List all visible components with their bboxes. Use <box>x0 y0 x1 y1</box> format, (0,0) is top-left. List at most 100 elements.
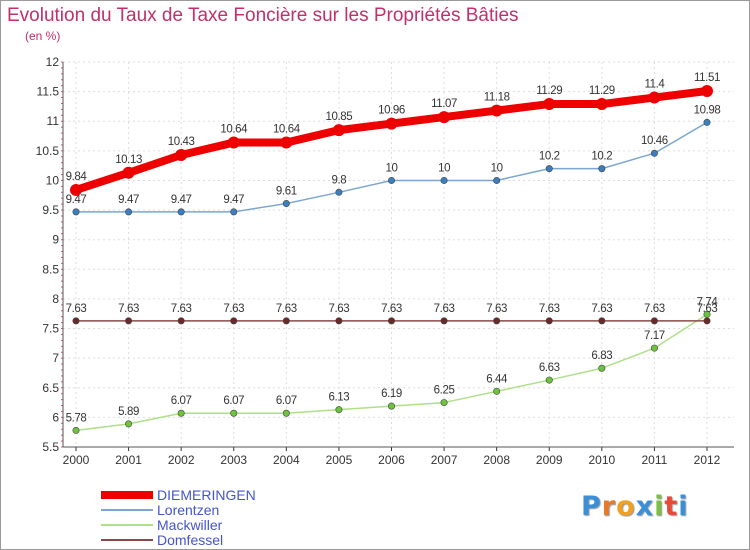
data-label-lorentzen: 9.47 <box>171 194 192 206</box>
data-label-lorentzen: 9.8 <box>332 174 347 186</box>
data-label-lorentzen: 9.47 <box>66 194 87 206</box>
legend-swatch-lorentzen <box>101 508 153 511</box>
x-tick-label: 2009 <box>536 453 563 467</box>
y-tick-label: 8 <box>52 292 59 306</box>
data-point-diemeringen <box>332 124 345 137</box>
data-label-mackwiller: 7.74 <box>697 296 719 308</box>
data-label-domfessel: 7.63 <box>66 303 87 315</box>
data-point-diemeringen <box>490 104 503 117</box>
data-point-diemeringen <box>280 136 293 149</box>
data-label-diemeringen: 9.84 <box>66 171 88 183</box>
data-point-lorentzen <box>598 165 606 173</box>
data-label-domfessel: 7.63 <box>381 303 402 315</box>
x-tick-label: 2003 <box>220 453 247 467</box>
data-point-domfessel <box>177 317 185 325</box>
data-label-domfessel: 7.63 <box>223 303 244 315</box>
data-point-domfessel <box>703 317 711 325</box>
data-point-diemeringen <box>227 136 240 149</box>
data-label-mackwiller: 5.89 <box>118 406 139 418</box>
data-label-mackwiller: 6.07 <box>276 395 297 407</box>
data-label-diemeringen: 11.07 <box>431 98 457 110</box>
y-tick-label: 6.5 <box>42 381 59 395</box>
data-label-mackwiller: 6.07 <box>171 395 192 407</box>
data-label-lorentzen: 10 <box>438 162 450 174</box>
legend-label-domfessel: Domfessel <box>157 531 224 548</box>
x-tick-label: 2002 <box>168 453 195 467</box>
data-label-diemeringen: 10.85 <box>326 111 353 123</box>
data-point-domfessel <box>125 317 133 325</box>
data-label-domfessel: 7.63 <box>644 303 665 315</box>
y-tick-label: 9 <box>52 233 59 247</box>
data-label-domfessel: 7.63 <box>486 303 507 315</box>
data-label-domfessel: 7.63 <box>118 303 139 315</box>
data-label-diemeringen: 11.51 <box>694 72 720 84</box>
x-tick-label: 2011 <box>642 453 668 467</box>
data-point-mackwiller <box>545 376 553 384</box>
data-label-mackwiller: 6.63 <box>539 362 560 374</box>
y-tick-label: 12 <box>46 55 60 69</box>
data-label-domfessel: 7.63 <box>539 303 560 315</box>
legend-swatch-mackwiller <box>101 523 153 526</box>
x-tick-label: 2007 <box>431 453 458 467</box>
data-label-lorentzen: 10.98 <box>694 104 721 116</box>
data-point-mackwiller <box>387 402 395 410</box>
data-point-lorentzen <box>703 118 711 126</box>
x-tick-label: 2000 <box>63 453 90 467</box>
data-label-domfessel: 7.63 <box>591 303 612 315</box>
legend-label-lorentzen: Lorentzen <box>157 501 220 518</box>
data-point-domfessel <box>335 317 343 325</box>
x-tick-label: 2006 <box>378 453 405 467</box>
data-point-diemeringen <box>595 98 608 111</box>
y-axis-unit-label: (en %) <box>25 29 61 43</box>
x-tick-label: 2004 <box>273 453 300 467</box>
data-point-diemeringen <box>648 91 661 104</box>
data-point-domfessel <box>387 317 395 325</box>
y-tick-label: 8.5 <box>42 262 59 276</box>
data-label-diemeringen: 11.29 <box>589 85 615 97</box>
data-point-mackwiller <box>598 364 606 372</box>
data-point-lorentzen <box>335 188 343 196</box>
data-label-lorentzen: 9.61 <box>276 186 297 198</box>
y-tick-label: 10 <box>46 173 60 187</box>
x-tick-label: 2012 <box>694 453 721 467</box>
data-point-mackwiller <box>335 406 343 414</box>
data-label-mackwiller: 6.25 <box>434 385 455 397</box>
y-tick-label: 11 <box>47 114 60 128</box>
data-point-mackwiller <box>177 409 185 417</box>
data-label-diemeringen: 10.96 <box>378 105 405 117</box>
data-point-mackwiller <box>440 399 448 407</box>
data-label-lorentzen: 10.2 <box>539 151 560 163</box>
data-label-mackwiller: 7.17 <box>644 330 665 342</box>
legend-item-domfessel: Domfessel <box>101 531 256 548</box>
data-point-lorentzen <box>493 176 501 184</box>
data-point-domfessel <box>545 317 553 325</box>
legend-label-mackwiller: Mackwiller <box>157 516 223 533</box>
y-tick-label: 5.5 <box>42 440 59 454</box>
proxiti-logo: Proxiti <box>581 491 689 522</box>
data-label-domfessel: 7.63 <box>434 303 455 315</box>
data-point-diemeringen <box>543 98 556 111</box>
x-tick-label: 2001 <box>115 453 142 467</box>
data-point-lorentzen <box>125 208 133 216</box>
data-label-mackwiller: 6.83 <box>591 350 612 362</box>
data-label-domfessel: 7.63 <box>697 303 718 315</box>
data-label-diemeringen: 10.13 <box>115 154 142 166</box>
data-point-lorentzen <box>72 208 80 216</box>
y-tick-label: 9.5 <box>42 203 59 217</box>
data-label-lorentzen: 10.46 <box>641 135 668 147</box>
data-label-mackwiller: 6.13 <box>329 392 350 404</box>
data-point-lorentzen <box>230 208 238 216</box>
data-label-lorentzen: 10 <box>491 162 503 174</box>
data-point-lorentzen <box>282 200 290 208</box>
data-point-domfessel <box>493 317 501 325</box>
data-point-lorentzen <box>177 208 185 216</box>
data-point-domfessel <box>650 317 658 325</box>
data-label-diemeringen: 10.43 <box>168 136 195 148</box>
data-label-mackwiller: 6.44 <box>486 373 508 385</box>
data-point-diemeringen <box>701 85 713 98</box>
data-label-diemeringen: 10.64 <box>220 124 248 136</box>
legend-label-diemeringen: DIEMERINGEN <box>157 486 256 503</box>
y-tick-label: 11.5 <box>37 85 60 99</box>
data-point-domfessel <box>230 317 238 325</box>
